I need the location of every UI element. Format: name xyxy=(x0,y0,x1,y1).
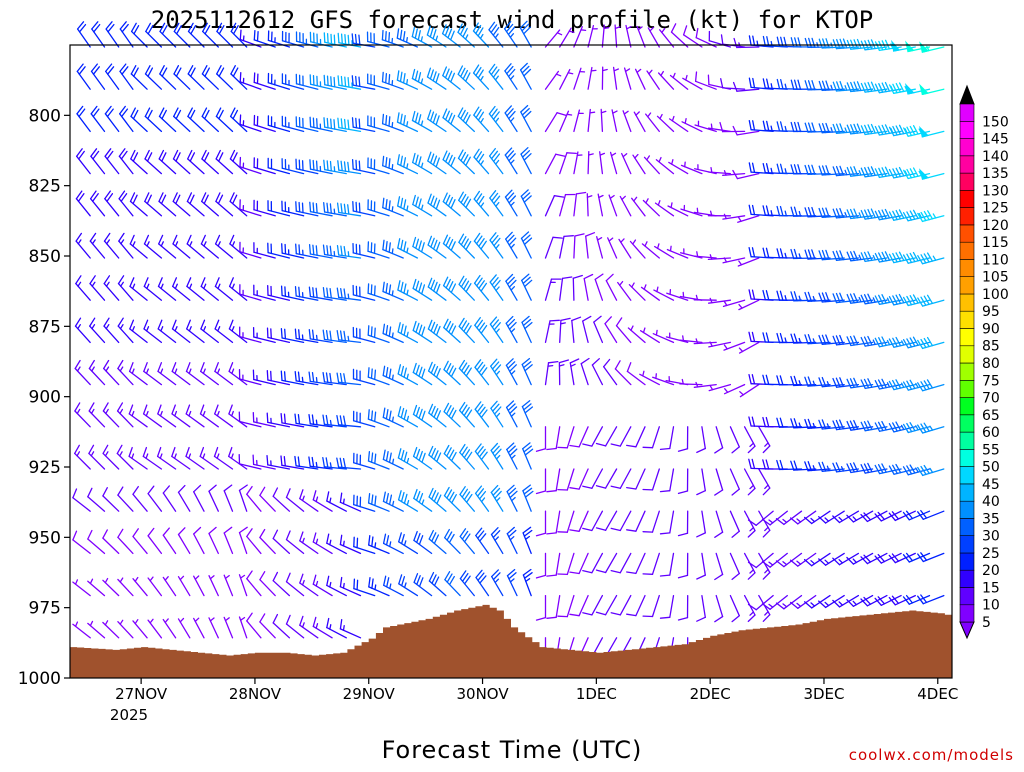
colorbar-swatch xyxy=(960,294,974,311)
colorbar-label: 120 xyxy=(982,218,1009,234)
colorbar-label: 130 xyxy=(982,183,1009,199)
colorbar-label: 150 xyxy=(982,114,1009,130)
colorbar-label: 80 xyxy=(982,356,1000,372)
colorbar-swatch xyxy=(960,484,974,501)
colorbar-label: 85 xyxy=(982,339,1000,355)
colorbar-swatch xyxy=(960,139,974,156)
y-tick-label: 825 xyxy=(29,177,61,197)
colorbar-swatch xyxy=(960,104,974,121)
colorbar-swatch xyxy=(960,518,974,535)
colorbar-swatch xyxy=(960,277,974,294)
colorbar-label: 60 xyxy=(982,425,1000,441)
x-tick-label: 3DEC xyxy=(803,685,844,703)
colorbar-swatch xyxy=(960,398,974,415)
colorbar-label: 15 xyxy=(982,581,1000,597)
y-tick-label: 850 xyxy=(29,247,61,267)
colorbar-label: 110 xyxy=(982,252,1009,268)
colorbar-swatch xyxy=(960,173,974,190)
colorbar-swatch xyxy=(960,156,974,173)
colorbar-swatch xyxy=(960,329,974,346)
colorbar-label: 125 xyxy=(982,201,1009,217)
credit-text: coolwx.com/models xyxy=(849,746,1014,764)
colorbar-label: 140 xyxy=(982,149,1009,165)
x-tick-label: 4DEC xyxy=(917,685,958,703)
colorbar-label: 75 xyxy=(982,373,1000,389)
y-tick-label: 875 xyxy=(29,317,61,337)
x-tick-label: 2DEC xyxy=(690,685,731,703)
colorbar-swatch xyxy=(960,415,974,432)
colorbar-label: 50 xyxy=(982,460,1000,476)
colorbar-swatch xyxy=(960,346,974,363)
colorbar-label: 40 xyxy=(982,494,1000,510)
y-tick-label: 1000 xyxy=(18,669,61,689)
colorbar-swatch xyxy=(960,121,974,138)
colorbar-swatch xyxy=(960,605,974,622)
y-tick-label: 950 xyxy=(29,528,61,548)
colorbar-swatch xyxy=(960,536,974,553)
y-tick-label: 900 xyxy=(29,388,61,408)
colorbar-label: 95 xyxy=(982,304,1000,320)
x-axis-label: Forecast Time (UTC) xyxy=(382,736,643,764)
colorbar-label: 10 xyxy=(982,598,1000,614)
colorbar-swatch xyxy=(960,553,974,570)
colorbar-swatch xyxy=(960,311,974,328)
colorbar-swatch xyxy=(960,242,974,259)
x-axis-year: 2025 xyxy=(110,706,148,724)
x-tick-label: 30NOV xyxy=(456,685,509,703)
y-tick-label: 925 xyxy=(29,458,61,478)
colorbar-label: 20 xyxy=(982,563,1000,579)
colorbar-swatch xyxy=(960,363,974,380)
colorbar-label: 135 xyxy=(982,166,1009,182)
colorbar-label: 90 xyxy=(982,322,1000,338)
y-tick-label: 800 xyxy=(29,106,61,126)
colorbar-label: 55 xyxy=(982,442,1000,458)
colorbar-swatch xyxy=(960,501,974,518)
y-tick-label: 975 xyxy=(29,599,61,619)
colorbar-swatch xyxy=(960,570,974,587)
colorbar-swatch xyxy=(960,259,974,276)
colorbar-swatch xyxy=(960,380,974,397)
colorbar-swatch xyxy=(960,467,974,484)
colorbar-label: 105 xyxy=(982,270,1009,286)
x-tick-label: 27NOV xyxy=(115,685,168,703)
colorbar-swatch xyxy=(960,190,974,207)
x-tick-label: 28NOV xyxy=(229,685,282,703)
colorbar-swatch xyxy=(960,208,974,225)
colorbar-swatch xyxy=(960,225,974,242)
colorbar-label: 65 xyxy=(982,408,1000,424)
colorbar-label: 30 xyxy=(982,529,1000,545)
colorbar-label: 5 xyxy=(982,615,991,631)
colorbar-label: 145 xyxy=(982,132,1009,148)
colorbar-swatch xyxy=(960,432,974,449)
x-tick-label: 29NOV xyxy=(343,685,396,703)
colorbar-swatch xyxy=(960,449,974,466)
colorbar-label: 70 xyxy=(982,391,1000,407)
colorbar-label: 100 xyxy=(982,287,1009,303)
colorbar-label: 115 xyxy=(982,235,1009,251)
colorbar-label: 25 xyxy=(982,546,1000,562)
colorbar-label: 45 xyxy=(982,477,1000,493)
colorbar-label: 35 xyxy=(982,511,1000,527)
colorbar-swatch xyxy=(960,588,974,605)
x-tick-label: 1DEC xyxy=(576,685,617,703)
